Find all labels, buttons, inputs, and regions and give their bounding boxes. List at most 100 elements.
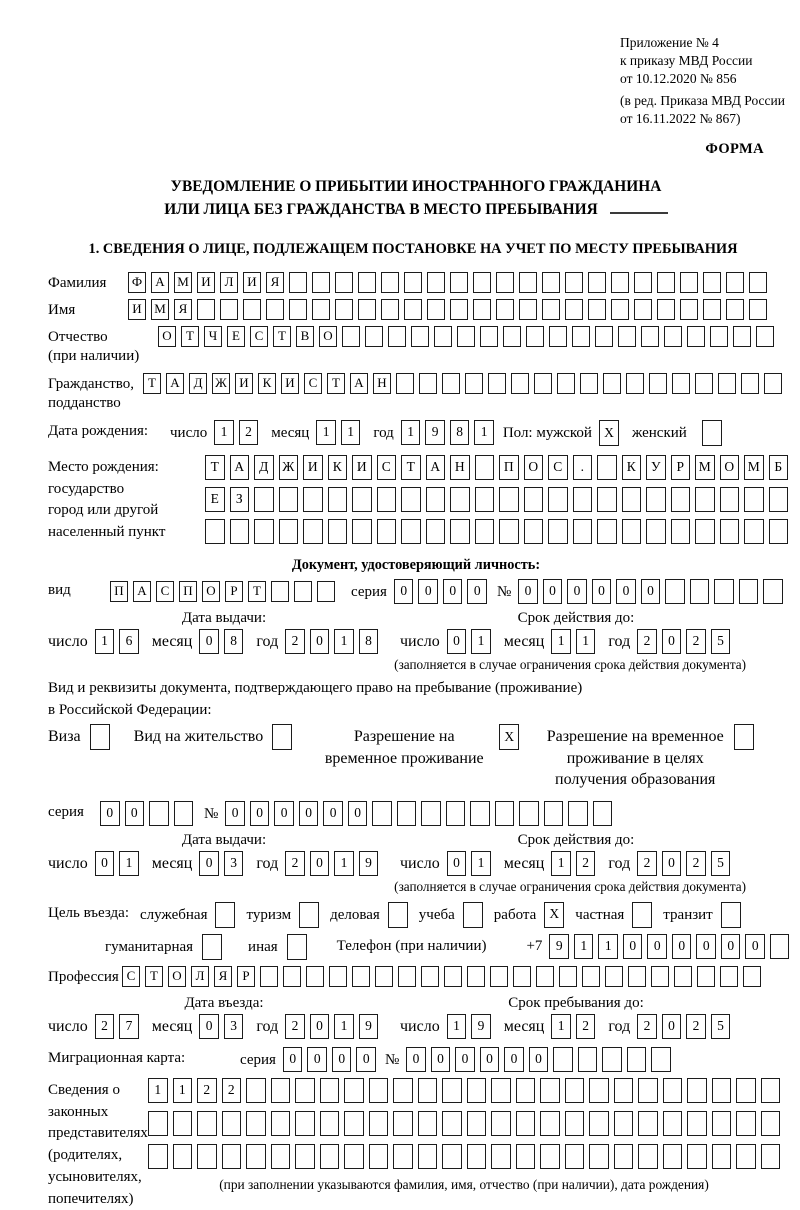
form-cell <box>764 372 782 394</box>
form-cell: А <box>425 454 445 480</box>
migcard-series-label: серия <box>240 1051 276 1068</box>
form-cell <box>760 1077 780 1103</box>
purpose-private-checkbox[interactable] <box>632 901 653 928</box>
form-cell <box>549 325 567 347</box>
form-cell: 2 <box>686 628 706 654</box>
option-temp-residence-checkbox[interactable]: X <box>499 723 520 750</box>
form-cell <box>687 1143 707 1169</box>
option-residence-permit-checkbox[interactable] <box>272 723 293 750</box>
purpose-work-checkbox[interactable]: X <box>544 901 565 928</box>
issue-year-label: год <box>256 854 279 872</box>
citizenship-label-line1: Гражданство, <box>48 375 135 392</box>
purpose-other-checkbox[interactable] <box>286 933 307 960</box>
form-cell <box>344 1077 364 1103</box>
form-cell: 5 <box>710 628 731 654</box>
form-cell <box>710 325 728 347</box>
purpose-humanitarian-checkbox[interactable] <box>202 933 223 960</box>
form-cell <box>173 800 193 826</box>
birthplace-block: Место рождения: государство город или др… <box>48 454 792 551</box>
birthplace-cells-row3[interactable] <box>205 518 788 544</box>
form-cell <box>734 723 755 750</box>
form-cell <box>670 518 690 544</box>
form-cell <box>744 486 764 512</box>
purpose-study-checkbox[interactable] <box>462 901 483 928</box>
form-cell: 0 <box>567 578 587 604</box>
form-cell <box>588 298 606 320</box>
form-cell <box>401 486 421 512</box>
form-cell: 2 <box>637 628 657 654</box>
form-cell <box>401 518 421 544</box>
purpose-business-checkbox[interactable] <box>387 901 408 928</box>
form-cell <box>335 271 353 293</box>
form-cell: 1 <box>334 1013 354 1039</box>
form-cell: 0 <box>323 800 343 826</box>
form-cell: П <box>499 454 519 480</box>
visit-purpose-row1: Цель въезда: служебная туризм деловая уч… <box>48 901 792 928</box>
option-temp-residence-education-checkbox[interactable] <box>734 723 755 750</box>
form-cell <box>726 271 744 293</box>
form-cell <box>289 271 307 293</box>
form-cell <box>419 372 437 394</box>
form-cell: К <box>258 372 276 394</box>
option-visa-checkbox[interactable] <box>89 723 110 750</box>
sex-female-checkbox[interactable] <box>701 419 722 446</box>
sex-male-checkbox[interactable]: X <box>598 419 619 446</box>
form-cell: И <box>128 298 146 320</box>
valid-year-label: год <box>608 854 631 872</box>
resdoc-validity-note: (заполняется в случае ограничения срока … <box>394 878 746 894</box>
form-cell: 0 <box>199 628 219 654</box>
purpose-tourism-checkbox[interactable] <box>299 901 320 928</box>
purpose-transit-checkbox[interactable] <box>720 901 741 928</box>
representatives-cells-row2[interactable] <box>148 1110 780 1136</box>
patronymic-label-line2: (при наличии) <box>48 348 140 365</box>
purpose-official-checkbox[interactable] <box>215 901 236 928</box>
form-cell: Я <box>266 271 284 293</box>
form-cell <box>246 1143 266 1169</box>
representatives-cells-row3[interactable] <box>148 1143 780 1169</box>
form-cell <box>375 965 393 987</box>
form-cell <box>572 325 590 347</box>
form-cell <box>511 372 529 394</box>
